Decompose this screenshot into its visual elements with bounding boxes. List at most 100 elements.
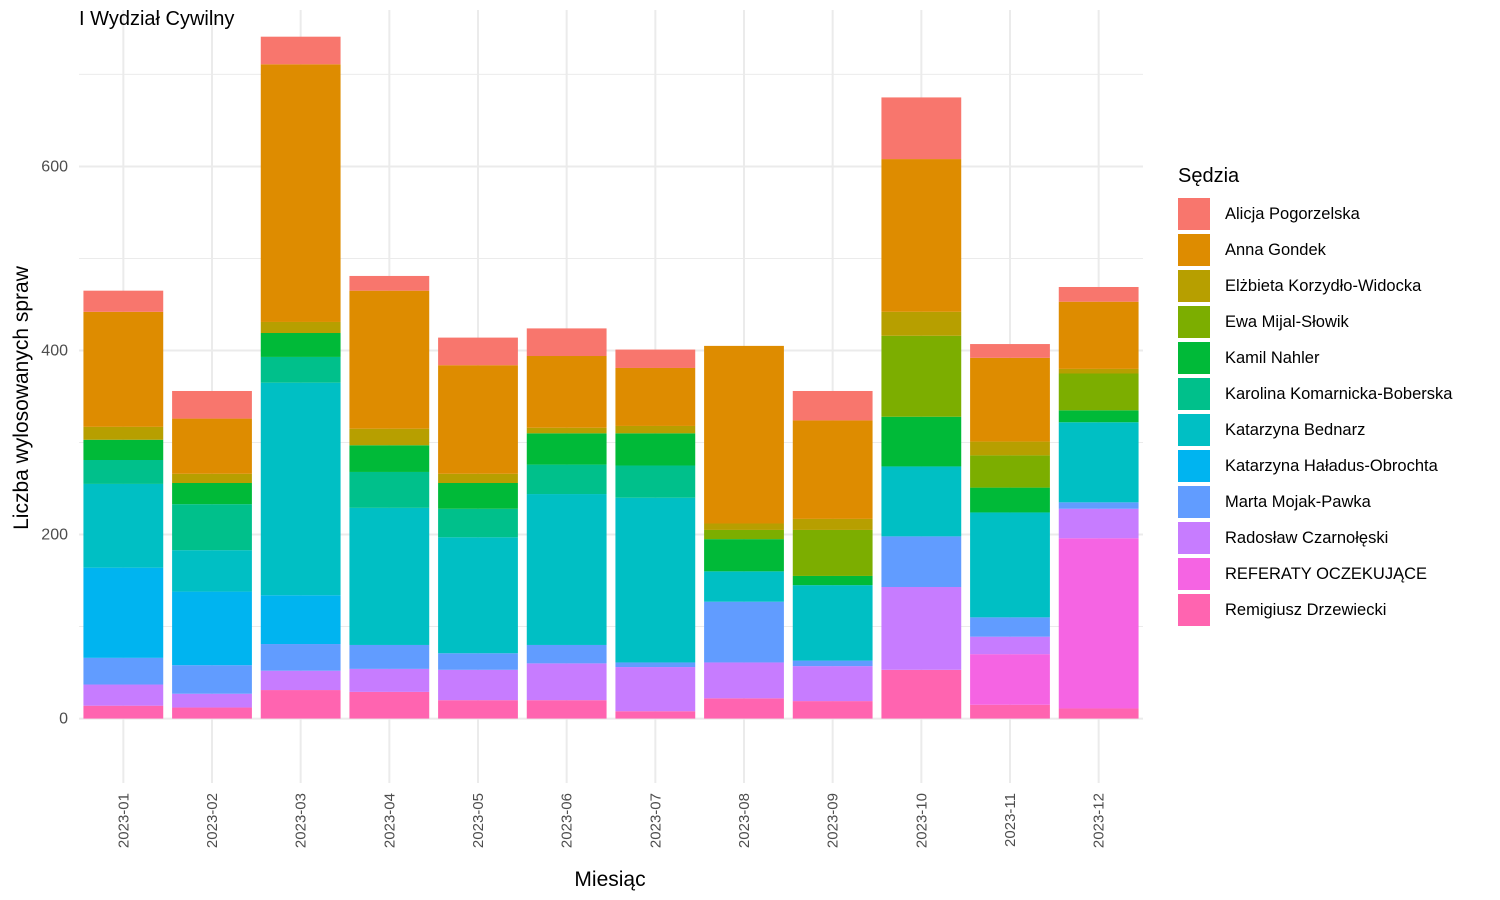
- legend-item: Kamil Nahler: [1178, 340, 1452, 376]
- bar-segment: [438, 508, 518, 538]
- bar-segment: [172, 473, 252, 484]
- bar-segment: [349, 445, 430, 472]
- legend-label: Remigiusz Drzewiecki: [1225, 600, 1387, 619]
- bar-segment: [792, 529, 873, 576]
- bar-segment: [704, 523, 784, 530]
- bar-segment: [438, 653, 518, 670]
- bar-segment: [881, 159, 962, 312]
- bar-segment: [172, 591, 252, 666]
- bar-segment: [704, 571, 784, 602]
- legend-key: [1178, 198, 1210, 230]
- x-tick-label: 2023-03: [293, 793, 310, 848]
- bar-segment: [970, 704, 1050, 719]
- y-tick-label: 600: [41, 158, 68, 175]
- legend-item: Remigiusz Drzewiecki: [1178, 592, 1452, 628]
- bar-segment: [349, 290, 430, 429]
- legend-key: [1178, 522, 1210, 554]
- legend-key: [1178, 558, 1210, 590]
- bar-segment: [881, 536, 962, 587]
- legend-key: [1178, 234, 1210, 266]
- bars: [83, 36, 1139, 719]
- bar-segment: [970, 654, 1050, 705]
- y-tick-labels: 0 200 400 600: [41, 158, 68, 727]
- bar-segment: [260, 670, 341, 691]
- bar-segment: [438, 537, 518, 654]
- bar-segment: [881, 311, 962, 336]
- bar-segment: [1058, 502, 1139, 509]
- legend-item: Katarzyna Bednarz: [1178, 412, 1452, 448]
- bar-segment: [172, 665, 252, 694]
- legend-title: Sędzia: [1178, 165, 1240, 187]
- bar-segment: [970, 357, 1050, 442]
- legend-key: [1178, 450, 1210, 482]
- legend-label: Anna Gondek: [1225, 240, 1326, 259]
- bar-segment: [172, 693, 252, 708]
- bar-segment: [615, 349, 696, 368]
- bar-segment: [1058, 708, 1139, 719]
- x-tick-label: 2023-01: [115, 793, 132, 848]
- bar-segment: [526, 356, 607, 428]
- bar-segment: [615, 367, 696, 426]
- legend-item: Radosław Czarnołęski: [1178, 520, 1452, 556]
- y-tick-label: 400: [41, 342, 68, 359]
- bar-segment: [792, 575, 873, 586]
- legend-label: Ewa Mijal-Słowik: [1225, 312, 1349, 331]
- bar-segment: [792, 420, 873, 519]
- bar-segment: [83, 290, 164, 312]
- bar-segment: [438, 700, 518, 719]
- bar-segment: [1058, 410, 1139, 423]
- bar-segment: [1058, 422, 1139, 503]
- bar-segment: [704, 345, 784, 524]
- bar-segment: [970, 455, 1050, 488]
- bar-segment: [526, 494, 607, 645]
- bar-segment: [1058, 286, 1139, 302]
- bar-segment: [83, 426, 164, 440]
- x-axis-title: Miesiąc: [574, 868, 645, 891]
- bar-segment: [792, 701, 873, 719]
- bar-segment: [172, 390, 252, 419]
- legend-item: Alicja Pogorzelska: [1178, 196, 1452, 232]
- legend-key: [1178, 414, 1210, 446]
- legend-item: Anna Gondek: [1178, 232, 1452, 268]
- bar-segment: [438, 669, 518, 701]
- bar-segment: [83, 311, 164, 427]
- bar-segment: [792, 390, 873, 421]
- legend-label: Katarzyna Bednarz: [1225, 420, 1366, 439]
- x-tick-label: 2023-12: [1091, 793, 1108, 848]
- bar-segment: [526, 663, 607, 701]
- bar-segment: [615, 465, 696, 498]
- bar-segment: [1058, 301, 1139, 369]
- legend-key: [1178, 270, 1210, 302]
- legend-label: Radosław Czarnołęski: [1225, 528, 1389, 547]
- bar-segment: [881, 669, 962, 719]
- bar-segment: [1058, 373, 1139, 411]
- x-tick-labels: 2023-01 2023-02 2023-03 2023-04 2023-05 2023-…: [115, 793, 1107, 848]
- legend-key: [1178, 486, 1210, 518]
- bar-segment: [349, 668, 430, 692]
- bar-segment: [172, 504, 252, 551]
- bar-segment: [881, 416, 962, 467]
- bar-segment: [260, 64, 341, 322]
- bar-segment: [83, 657, 164, 685]
- bar-segment: [438, 473, 518, 484]
- legend-item: Elżbieta Korzydło-Widocka: [1178, 268, 1452, 304]
- bar-segment: [260, 356, 341, 383]
- bar-segment: [526, 427, 607, 434]
- legend-key: [1178, 594, 1210, 626]
- chart-title: I Wydział Cywilny: [79, 8, 235, 30]
- legend-key: [1178, 306, 1210, 338]
- legend-item: Katarzyna Haładus-Obrochta: [1178, 448, 1452, 484]
- bar-segment: [260, 333, 341, 357]
- y-tick-label: 200: [41, 527, 68, 544]
- bar-segment: [970, 441, 1050, 456]
- bar-segment: [260, 644, 341, 671]
- bar-segment: [970, 617, 1050, 637]
- bar-segment: [526, 328, 607, 357]
- bar-segment: [172, 707, 252, 719]
- minor-gridlines: [79, 73, 1143, 628]
- bar-segment: [260, 690, 341, 719]
- bar-segment: [83, 439, 164, 460]
- bar-segment: [1058, 368, 1139, 374]
- bar-segment: [704, 529, 784, 540]
